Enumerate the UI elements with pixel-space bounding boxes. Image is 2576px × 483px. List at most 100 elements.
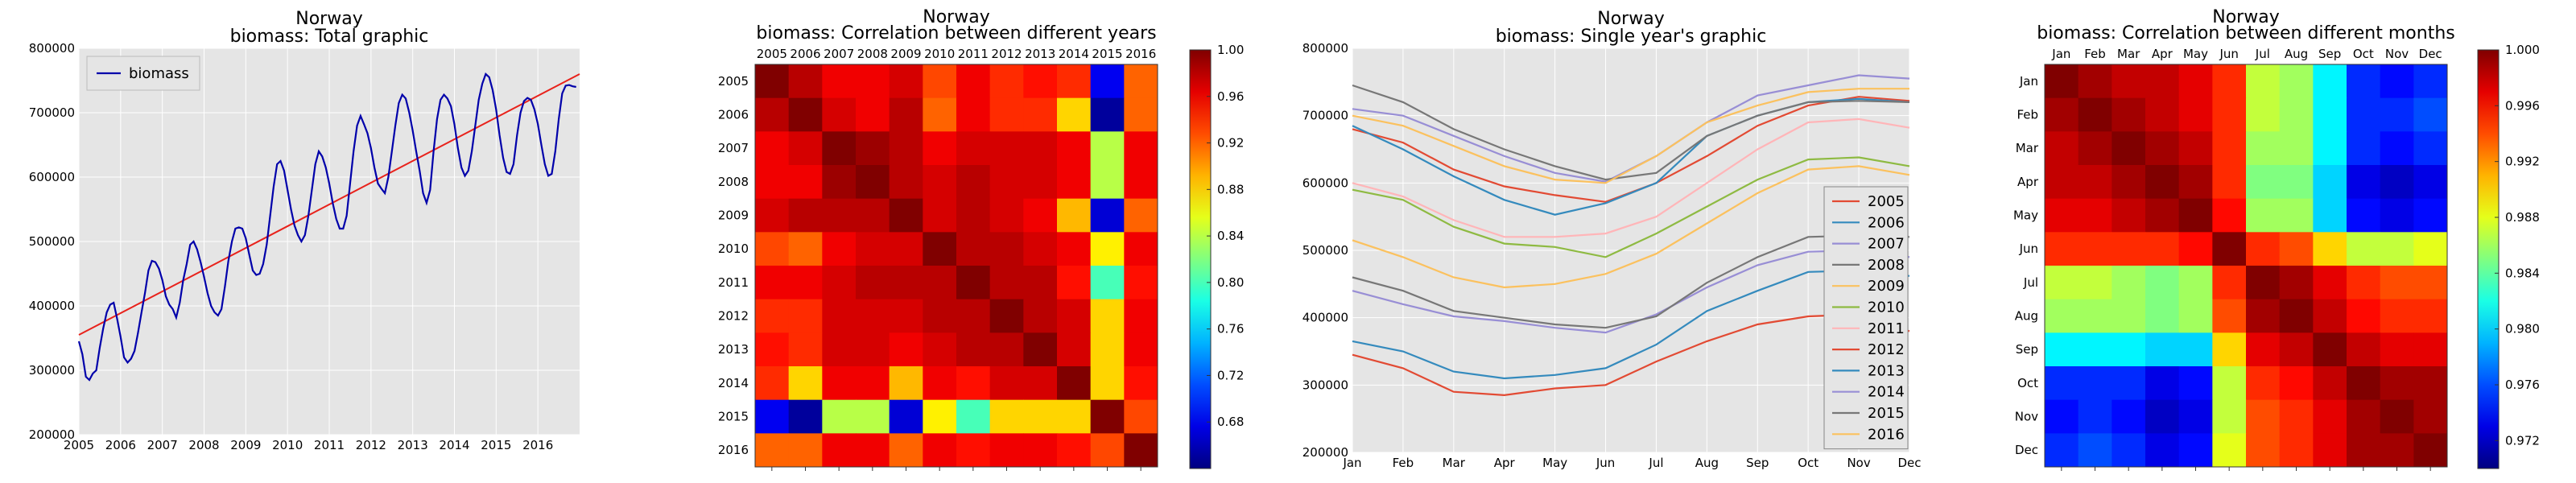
trend-line xyxy=(78,73,580,336)
heatmap-frame xyxy=(2044,64,2448,468)
heatmap-cell xyxy=(2145,64,2180,99)
x-tick-label: Aug xyxy=(1695,456,1719,470)
heatmap-cell xyxy=(2246,366,2281,401)
heatmap-cell xyxy=(2212,232,2247,266)
heatmap-cell xyxy=(1090,399,1125,434)
heatmap-cell xyxy=(2212,198,2247,233)
heatmap-frame xyxy=(754,64,1158,468)
heatmap-cell xyxy=(2279,366,2314,401)
legend: biomass xyxy=(86,56,200,91)
heatmap-cell xyxy=(2212,266,2247,300)
heatmap-cell xyxy=(989,433,1024,468)
legend-label: 2009 xyxy=(1868,278,1905,295)
heatmap-cell xyxy=(788,299,823,333)
y-tick-label: 700000 xyxy=(29,105,75,120)
heatmap-cell xyxy=(2313,332,2347,367)
grid-lines xyxy=(78,47,580,436)
left-tick-label: Jan xyxy=(2019,74,2038,89)
heatmap-cell xyxy=(755,165,790,200)
heatmap-cell xyxy=(2313,64,2347,99)
colorbar-tick-label: 0.996 xyxy=(2505,98,2540,113)
heatmap-cell xyxy=(2045,266,2079,300)
left-tick-label: 2015 xyxy=(718,410,749,424)
heatmap-cell xyxy=(2112,131,2146,166)
heatmap-cell xyxy=(2246,433,2281,468)
heatmap-cell xyxy=(1023,232,1058,266)
heatmap-cell xyxy=(2045,399,2079,434)
heatmap-cell xyxy=(856,131,890,166)
heatmap-cell xyxy=(956,64,991,99)
heatmap-cell xyxy=(2279,232,2314,266)
heatmap-cell xyxy=(1090,266,1125,300)
heatmap-cell xyxy=(2313,97,2347,132)
heatmap-cell xyxy=(822,198,857,233)
heatmap-cell xyxy=(2279,266,2314,300)
legend-label: 2012 xyxy=(1868,341,1905,358)
heatmap-cell xyxy=(2145,366,2180,401)
heatmap-cell xyxy=(1023,332,1058,367)
heatmap-cell xyxy=(2413,399,2448,434)
heatmap-cell xyxy=(2078,433,2112,468)
heatmap-cell xyxy=(2145,332,2180,367)
heatmap-cells xyxy=(2045,64,2448,468)
heatmap-cells xyxy=(755,64,1158,468)
colorbar-tick-label: 0.972 xyxy=(2505,433,2540,448)
heatmap-cell xyxy=(856,64,890,99)
heatmap-cell xyxy=(788,198,823,233)
heatmap-cell xyxy=(2279,97,2314,132)
heatmap-cell xyxy=(956,366,991,401)
series-line-2011 xyxy=(1352,118,1910,238)
heatmap-cell xyxy=(755,266,790,300)
heatmap-cell xyxy=(2178,64,2213,99)
heatmap-cell xyxy=(2178,232,2213,266)
heatmap-cell xyxy=(2212,366,2247,401)
top-tick-label: 2012 xyxy=(991,47,1022,61)
x-tick-label: 2012 xyxy=(356,438,386,452)
heatmap-cell xyxy=(923,131,957,166)
left-tick-label: 2005 xyxy=(718,74,749,89)
heatmap-cell xyxy=(2045,299,2079,333)
heatmap-cell xyxy=(2347,299,2381,333)
heatmap-cell xyxy=(1057,332,1092,367)
heatmap-cell xyxy=(2178,366,2213,401)
heatmap-cell xyxy=(2045,332,2079,367)
heatmap-cell xyxy=(1124,299,1158,333)
heatmap-cell xyxy=(2380,165,2414,200)
heatmap-cell xyxy=(2178,299,2213,333)
heatmap-cell xyxy=(2413,198,2448,233)
heatmap-cell xyxy=(2112,165,2146,200)
colorbar xyxy=(1189,49,1212,469)
top-tick-label: Dec xyxy=(2419,47,2442,61)
heatmap-cell xyxy=(2413,366,2448,401)
y-tick-label: 600000 xyxy=(29,170,75,184)
x-tick-label: Oct xyxy=(1798,456,1818,470)
y-tick-label: 400000 xyxy=(29,299,75,313)
y-tick-label: 300000 xyxy=(1302,378,1348,392)
heatmap-cell xyxy=(889,299,923,333)
heatmap-cell xyxy=(2078,131,2112,166)
legend-label: 2005 xyxy=(1868,193,1905,210)
heatmap-cell xyxy=(2413,131,2448,166)
heatmap-cell xyxy=(2313,299,2347,333)
heatmap-cell xyxy=(788,266,823,300)
heatmap-cell xyxy=(755,198,790,233)
heatmap-cell xyxy=(889,266,923,300)
x-tick-label: Jun xyxy=(1596,456,1615,470)
left-tick-label: 2016 xyxy=(718,443,749,457)
x-tick-label: 2010 xyxy=(272,438,303,452)
heatmap-cell xyxy=(889,198,923,233)
legend: 2005 2006 2007 2008 2009 2010 2011 2012 2013 2014… xyxy=(1823,186,1909,450)
left-tick-label: Aug xyxy=(2015,309,2038,324)
colorbar-tick-label: 0.96 xyxy=(1217,89,1244,104)
heatmap-cell xyxy=(923,97,957,132)
heatmap-cell xyxy=(2078,64,2112,99)
heatmap-cell xyxy=(2413,332,2448,367)
heatmap-cell xyxy=(2145,433,2180,468)
heatmap-cell xyxy=(2246,64,2281,99)
legend-label: 2013 xyxy=(1868,362,1905,379)
heatmap-cell xyxy=(2347,266,2381,300)
heatmap-cell xyxy=(1057,433,1092,468)
heatmap-cell xyxy=(2380,299,2414,333)
